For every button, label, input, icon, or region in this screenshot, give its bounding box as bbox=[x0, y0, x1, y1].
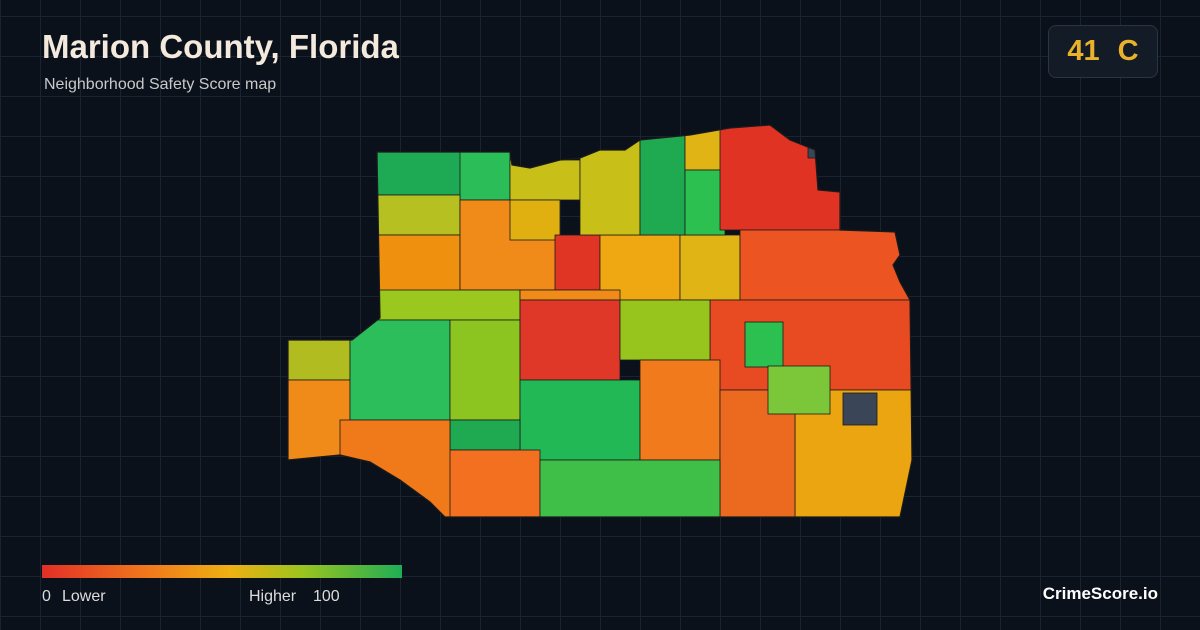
legend-max: 100 bbox=[313, 588, 340, 605]
score-value: 41 bbox=[1067, 35, 1100, 67]
county-regions bbox=[288, 125, 912, 517]
legend-max-label: Higher bbox=[249, 588, 297, 605]
score-badge: 41 C bbox=[1048, 25, 1158, 78]
score-grade: C bbox=[1117, 35, 1139, 67]
title: Marion County, Florida bbox=[42, 28, 399, 65]
subtitle: Neighborhood Safety Score map bbox=[44, 76, 277, 93]
brand: CrimeScore.io bbox=[1042, 584, 1158, 603]
legend-gradient bbox=[42, 565, 402, 578]
county-outline bbox=[287, 124, 913, 518]
legend-min-label: Lower bbox=[62, 588, 106, 605]
legend-min: 0 bbox=[42, 588, 51, 605]
